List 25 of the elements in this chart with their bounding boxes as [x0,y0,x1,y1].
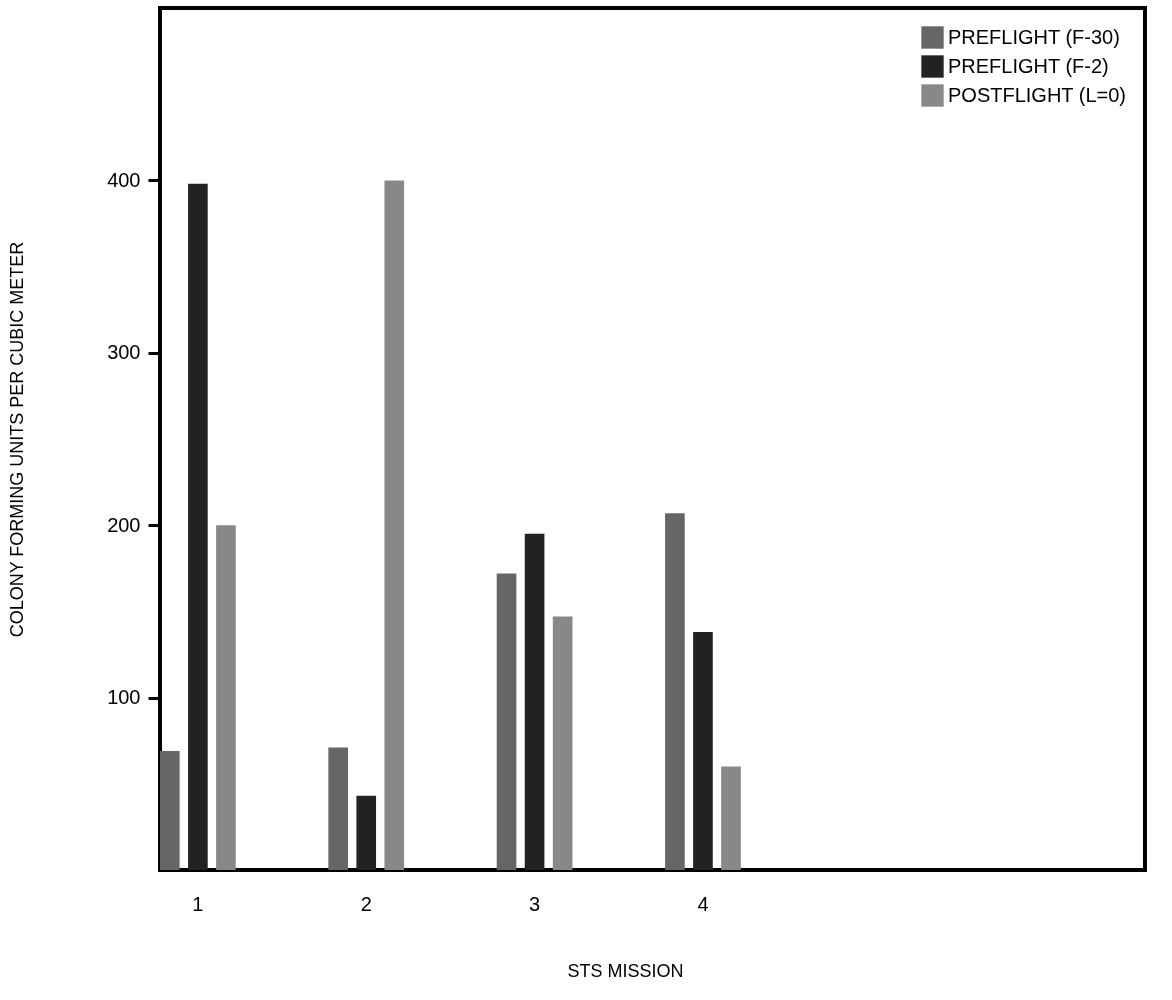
bar [524,533,545,870]
y-tick-label: 300 [107,341,141,364]
x-tick-label: 2 [360,892,372,915]
bar [496,573,517,870]
bar [216,525,236,870]
y-tick-label: 200 [107,513,141,536]
legend-label: PREFLIGHT (F-2) [948,54,1109,77]
bar [356,795,377,870]
bar [693,632,713,870]
x-axis-title: STS MISSION [567,960,684,981]
legend-label: POSTFLIGHT (L=0) [948,83,1127,106]
y-tick-label: 400 [107,168,141,191]
bar [160,751,180,870]
bar [665,513,685,870]
legend-label: PREFLIGHT (F-30) [948,25,1120,48]
x-tick-label: 1 [192,892,204,915]
bar [384,180,405,870]
bar [188,183,208,870]
y-tick-label: 100 [107,686,141,709]
y-axis-title: COLONY FORMING UNITS PER CUBIC METER [7,241,28,638]
bar [328,747,348,870]
x-tick-label: 3 [529,892,541,915]
bar [552,616,573,870]
bar [721,766,741,870]
x-tick-label: 4 [697,892,709,915]
